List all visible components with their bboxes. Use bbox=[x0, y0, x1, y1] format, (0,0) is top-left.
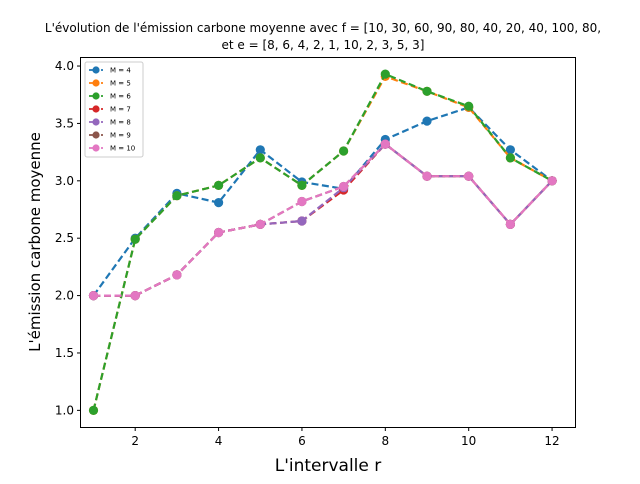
series-line bbox=[93, 142, 553, 297]
data-point bbox=[297, 216, 307, 226]
y-axis-label: L'émission carbone moyenne bbox=[26, 132, 44, 352]
data-point bbox=[464, 101, 474, 111]
legend-label: M = 10 bbox=[110, 145, 135, 153]
series-3 bbox=[88, 139, 557, 301]
chart-title-line2: et e = [8, 6, 4, 2, 1, 10, 2, 3, 5, 3] bbox=[222, 38, 425, 52]
series-line bbox=[93, 142, 553, 297]
legend-marker bbox=[92, 144, 100, 152]
data-point bbox=[214, 180, 224, 190]
legend-item: M = 8 bbox=[89, 118, 131, 127]
series-line bbox=[92, 106, 553, 297]
data-point bbox=[130, 234, 140, 244]
data-point bbox=[214, 198, 224, 208]
data-point bbox=[88, 405, 99, 415]
data-point bbox=[464, 171, 474, 181]
data-point bbox=[422, 116, 432, 126]
data-point bbox=[422, 171, 432, 181]
series-1 bbox=[88, 71, 557, 415]
data-point bbox=[505, 153, 515, 163]
data-point bbox=[255, 153, 265, 163]
series-2 bbox=[88, 69, 557, 415]
legend-label: M = 6 bbox=[110, 93, 131, 101]
axes-frame bbox=[80, 57, 576, 428]
legend-box bbox=[84, 61, 144, 158]
data-point bbox=[380, 139, 390, 149]
data-point bbox=[547, 176, 557, 186]
legend-item: M = 9 bbox=[89, 131, 131, 140]
legend-item: M = 10 bbox=[89, 144, 135, 153]
series-line bbox=[92, 75, 553, 411]
legend-marker bbox=[92, 92, 100, 100]
y-tick-label: 4.0 bbox=[55, 59, 74, 73]
data-point bbox=[255, 145, 265, 155]
legend-label: M = 7 bbox=[110, 106, 131, 114]
y-tick-label: 1.0 bbox=[55, 403, 74, 417]
x-tick-label: 4 bbox=[215, 434, 223, 448]
y-tick-label: 3.5 bbox=[55, 116, 74, 130]
x-tick-label: 2 bbox=[131, 434, 139, 448]
legend-item: M = 7 bbox=[89, 105, 131, 114]
legend-label: M = 5 bbox=[110, 80, 131, 88]
series-line bbox=[93, 142, 553, 297]
data-point bbox=[172, 191, 182, 201]
series-0 bbox=[88, 102, 557, 301]
series-line bbox=[93, 142, 553, 297]
series-6 bbox=[88, 139, 557, 301]
x-axis-label: L'intervalle r bbox=[275, 456, 382, 476]
y-tick-label: 1.5 bbox=[55, 346, 74, 360]
y-axis-ticks: 1.0 1.5 2.0 2.5 3.0 3.5 4.0 bbox=[55, 59, 81, 417]
legend-label: M = 9 bbox=[110, 132, 131, 140]
x-axis-ticks: 2 4 6 8 10 12 bbox=[131, 427, 560, 448]
data-point bbox=[172, 270, 182, 280]
legend-item: M = 5 bbox=[89, 79, 131, 88]
data-point bbox=[255, 219, 265, 229]
data-point bbox=[339, 181, 349, 192]
y-tick-label: 2.5 bbox=[55, 231, 74, 245]
legend-label: M = 8 bbox=[110, 119, 131, 127]
legend-item: M = 4 bbox=[89, 66, 131, 75]
legend-item: M = 6 bbox=[89, 92, 131, 101]
y-tick-label: 2.0 bbox=[55, 289, 74, 303]
x-tick-label: 8 bbox=[382, 434, 390, 448]
legend-marker bbox=[92, 79, 100, 87]
series-4 bbox=[88, 139, 557, 301]
chart-title-line1: L'évolution de l'émission carbone moyenn… bbox=[45, 21, 601, 35]
data-point bbox=[297, 180, 307, 190]
data-point bbox=[339, 146, 349, 156]
series-line bbox=[92, 72, 553, 411]
data-point bbox=[505, 219, 515, 229]
series-5 bbox=[88, 139, 557, 301]
legend-label: M = 4 bbox=[110, 67, 131, 75]
data-point bbox=[88, 291, 99, 301]
legend: M = 4 M = 5 M = 6 M = 7 M = 8 M = 9 M = 10 bbox=[84, 61, 144, 158]
y-tick-label: 3.0 bbox=[55, 174, 74, 188]
legend-marker bbox=[92, 131, 100, 139]
x-tick-label: 12 bbox=[544, 434, 559, 448]
plot-area bbox=[88, 69, 557, 415]
data-point bbox=[297, 196, 307, 207]
x-tick-label: 10 bbox=[461, 434, 476, 448]
data-point bbox=[214, 227, 224, 238]
legend-marker bbox=[92, 66, 100, 74]
legend-marker bbox=[92, 118, 100, 126]
data-point bbox=[130, 291, 140, 301]
data-point bbox=[505, 145, 515, 155]
data-point bbox=[380, 69, 390, 79]
legend-marker bbox=[92, 105, 100, 113]
data-point bbox=[422, 86, 432, 96]
x-tick-label: 6 bbox=[298, 434, 306, 448]
